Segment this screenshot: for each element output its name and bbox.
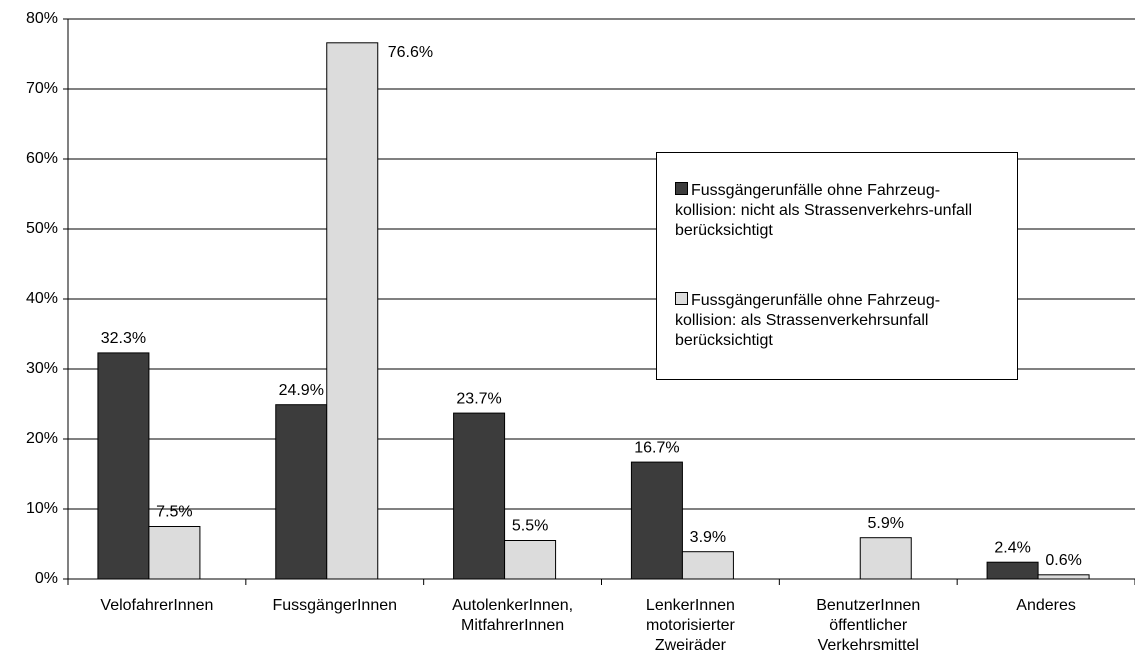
value-label: 5.9% bbox=[868, 515, 904, 532]
bar bbox=[681, 551, 734, 580]
x-tick-label: VelofahrerInnen bbox=[100, 597, 214, 614]
y-tick-label: 30% bbox=[26, 360, 58, 377]
legend-item: Fussgängerunfälle ohne Fahrzeug-kollisio… bbox=[675, 291, 995, 351]
value-label: 32.3% bbox=[101, 330, 146, 347]
legend-label: Fussgängerunfälle ohne Fahrzeug-kollisio… bbox=[675, 292, 941, 349]
x-tick-label: LenkerInnen motorisierter Zweiräder bbox=[645, 597, 735, 654]
value-label: 23.7% bbox=[456, 390, 501, 407]
bar bbox=[504, 540, 557, 580]
legend-label: Fussgängerunfälle ohne Fahrzeug-kollisio… bbox=[675, 182, 973, 239]
bar bbox=[630, 461, 683, 580]
value-label: 0.6% bbox=[1045, 552, 1081, 569]
x-tick-label: AutolenkerInnen, MitfahrerInnen bbox=[452, 597, 574, 634]
y-tick-label: 60% bbox=[26, 150, 58, 167]
value-label: 76.6% bbox=[388, 44, 433, 61]
y-tick-label: 80% bbox=[26, 10, 58, 27]
bar bbox=[986, 561, 1039, 580]
bar bbox=[453, 412, 506, 580]
value-label: 24.9% bbox=[279, 382, 324, 399]
value-label: 16.7% bbox=[634, 439, 679, 456]
y-tick-label: 50% bbox=[26, 220, 58, 237]
x-tick-label: FussgängerInnen bbox=[272, 597, 398, 614]
x-tick-label: Anderes bbox=[1016, 597, 1076, 614]
bar bbox=[97, 352, 150, 580]
legend-swatch bbox=[675, 292, 688, 305]
x-tick-label: BenutzerInnen öffentlicher Verkehrsmitte… bbox=[816, 597, 921, 654]
bar bbox=[326, 42, 379, 580]
y-tick-label: 20% bbox=[26, 430, 58, 447]
value-label: 7.5% bbox=[156, 504, 192, 521]
bar bbox=[148, 526, 201, 580]
value-label: 2.4% bbox=[994, 539, 1030, 556]
legend-swatch bbox=[675, 182, 688, 195]
value-label: 5.5% bbox=[512, 518, 548, 535]
value-label: 3.9% bbox=[690, 529, 726, 546]
bar bbox=[1037, 574, 1090, 580]
y-tick-label: 10% bbox=[26, 500, 58, 517]
bar bbox=[275, 404, 328, 580]
y-tick-label: 40% bbox=[26, 290, 58, 307]
legend: Fussgängerunfälle ohne Fahrzeug-kollisio… bbox=[656, 152, 1018, 380]
bar bbox=[859, 537, 912, 580]
y-tick-label: 0% bbox=[35, 570, 58, 587]
y-tick-label: 70% bbox=[26, 80, 58, 97]
legend-item: Fussgängerunfälle ohne Fahrzeug-kollisio… bbox=[675, 181, 995, 241]
